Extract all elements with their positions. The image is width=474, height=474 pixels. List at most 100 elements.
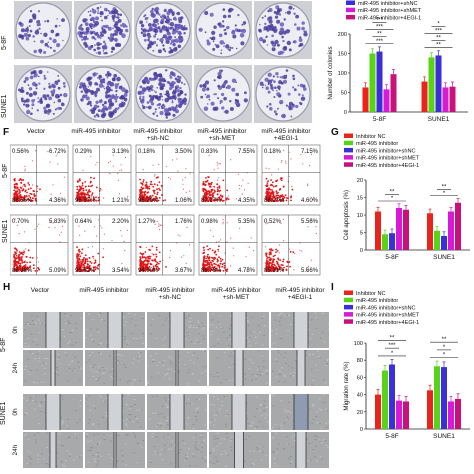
legend-label: miR-495 inhibitor+shNC (356, 148, 416, 154)
cell-speck (75, 456, 78, 458)
cell-speck (134, 404, 136, 405)
cell-speck (100, 353, 102, 355)
cell-speck (131, 383, 134, 385)
flow-event (139, 246, 142, 249)
flow-event (49, 221, 51, 223)
flow-event (94, 261, 97, 264)
cell-speck (320, 427, 322, 429)
cell-speck (63, 335, 66, 337)
flow-event (230, 159, 232, 161)
cell-speck (48, 454, 51, 456)
cell-speck (281, 338, 283, 340)
cell-speck (210, 374, 212, 375)
flow-event (25, 189, 27, 192)
cell-speck (67, 437, 70, 439)
legend-swatch (344, 304, 353, 310)
cell-speck (223, 331, 225, 333)
colony-dots (198, 7, 247, 55)
cell-speck (319, 398, 321, 400)
colony (37, 10, 41, 13)
flow-event (18, 179, 21, 182)
colony (279, 76, 282, 79)
cell-speck (28, 373, 31, 375)
cell-speck (278, 373, 281, 375)
colony (115, 93, 118, 96)
flow-event (211, 188, 214, 191)
flow-event (282, 258, 285, 261)
cell-speck (273, 457, 275, 459)
flow-event (17, 269, 19, 272)
cell-speck (178, 452, 181, 454)
colony (169, 82, 173, 86)
colony (140, 90, 145, 95)
colony (174, 36, 177, 39)
colony (208, 98, 211, 101)
cell-speck (203, 350, 206, 352)
cell-speck (184, 459, 186, 461)
colony (274, 26, 277, 29)
cell-speck (259, 404, 262, 405)
colony-row-label-2: SUNE1 (1, 94, 8, 118)
flow-event (90, 176, 92, 179)
flow-event (206, 259, 209, 262)
cell-speck (95, 378, 97, 380)
flow-event (25, 256, 28, 258)
colony (122, 22, 124, 25)
flow-event (158, 181, 161, 184)
flow-event (209, 269, 212, 272)
cell-speck (246, 412, 248, 414)
colony (173, 16, 177, 20)
cell-texture (23, 432, 83, 467)
cell-speck (136, 418, 138, 419)
panel-letter-f: F (3, 127, 10, 138)
colony (174, 109, 179, 114)
cell-speck (151, 318, 154, 320)
colony (140, 28, 144, 31)
cell-speck (211, 330, 214, 332)
cell-speck (126, 418, 128, 420)
flow-event (243, 189, 246, 191)
flow-event (266, 258, 268, 260)
colony (42, 94, 47, 99)
flow-event (265, 253, 267, 255)
flow-event (92, 255, 94, 258)
flow-event (205, 267, 208, 270)
significance-label: ** (442, 184, 447, 190)
flow-event (84, 200, 86, 202)
cell-speck (283, 374, 286, 376)
flow-event (94, 268, 97, 271)
flow-event (78, 194, 80, 197)
flow-event (76, 188, 79, 191)
cell-speck (313, 456, 316, 458)
cell-speck (119, 354, 121, 356)
flow-event (18, 258, 20, 261)
flow-event (142, 199, 145, 202)
flow-event (309, 165, 311, 167)
cell-speck (278, 321, 281, 323)
flow-event (17, 261, 19, 264)
cell-speck (34, 395, 37, 397)
colony (107, 26, 112, 31)
quadrant-percentage: 2.20% (112, 219, 130, 225)
flow-event (34, 194, 36, 196)
flow-event (154, 264, 157, 267)
cell-speck (36, 315, 38, 317)
colony (147, 105, 152, 110)
time-label: 0h (12, 408, 19, 416)
quadrant-percentage: 6.72% (49, 149, 67, 155)
flow-event (226, 189, 229, 192)
cell-speck (325, 408, 327, 410)
colony (80, 90, 84, 93)
flow-event (145, 246, 147, 248)
cell-speck (152, 412, 154, 414)
legend-label: miR-495 inhibitor+shMET (356, 156, 420, 162)
cell-speck (266, 369, 268, 371)
wound-line-label-1: 5-8F (0, 337, 7, 352)
cell-speck (59, 329, 62, 331)
colony (87, 46, 92, 51)
cell-speck (124, 464, 127, 466)
flow-event (220, 239, 222, 241)
cell-speck (216, 372, 218, 374)
flow-event (203, 270, 205, 272)
